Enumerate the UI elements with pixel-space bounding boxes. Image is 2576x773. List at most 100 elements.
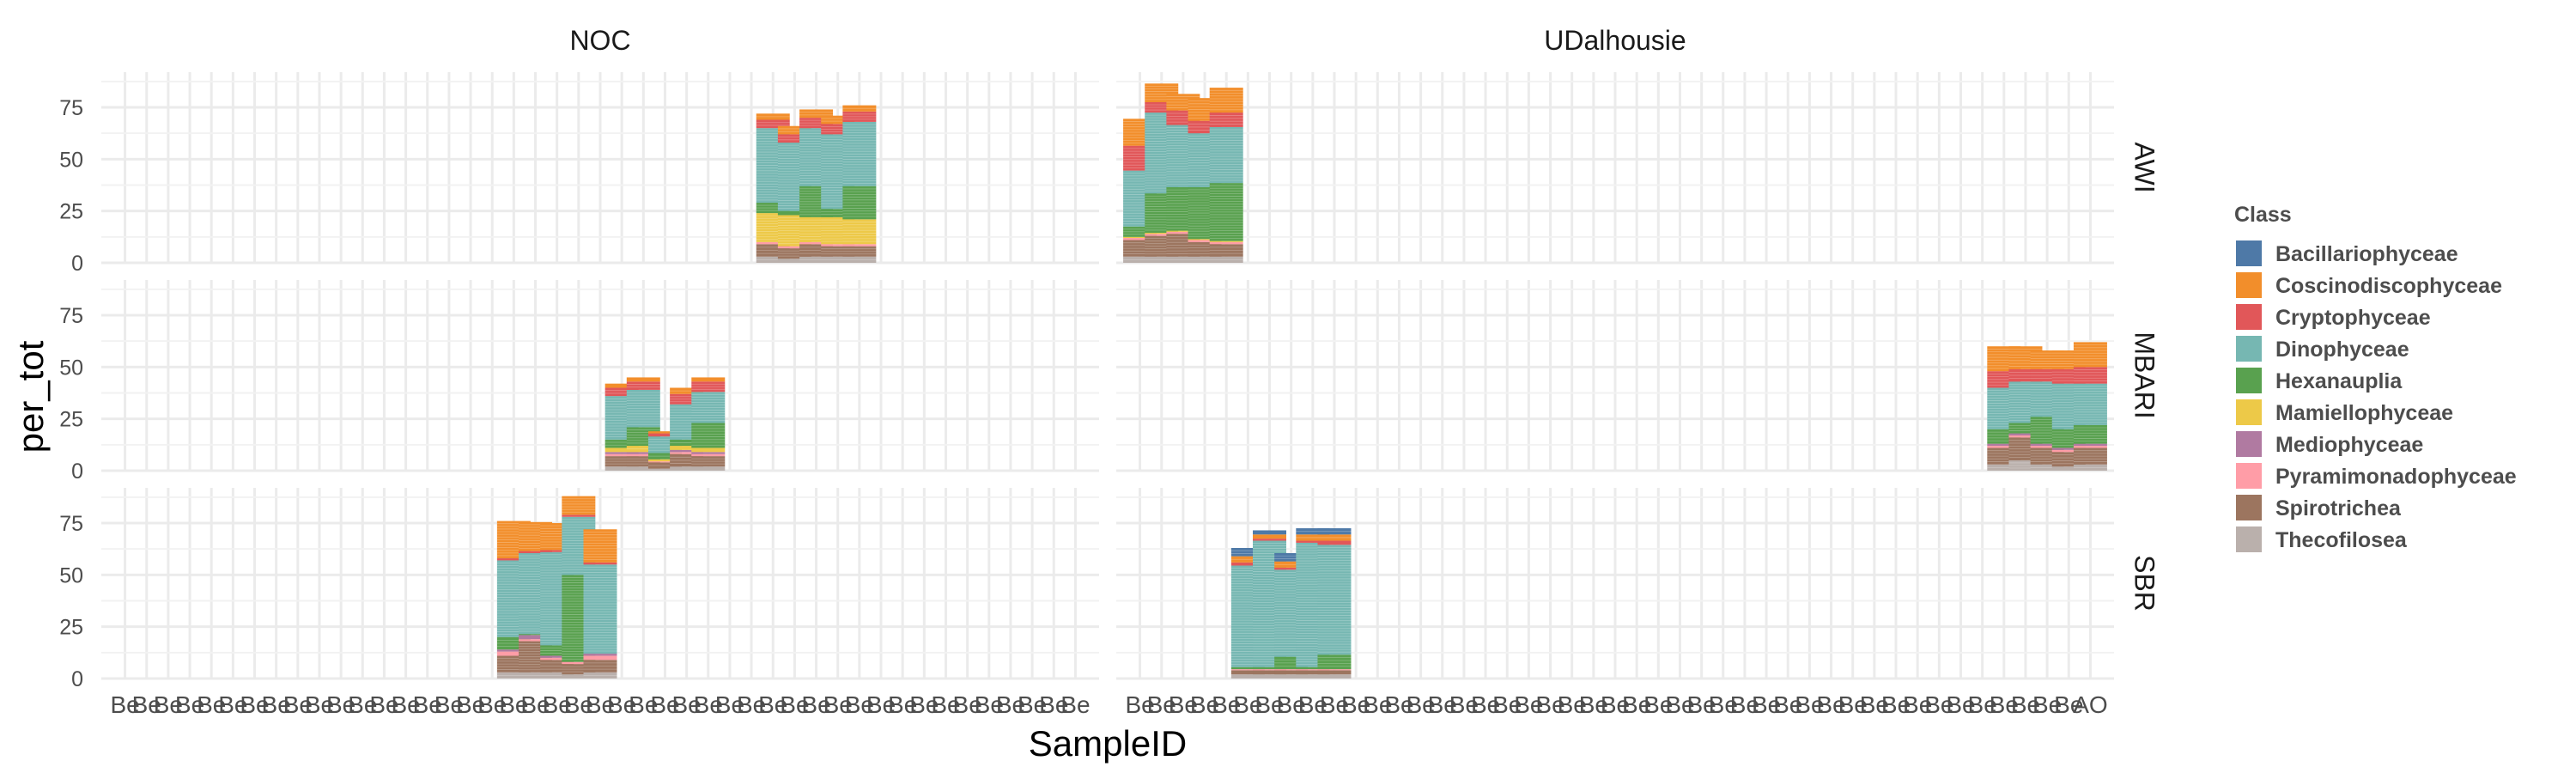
bar-segment-pyramimonadophyceae (1166, 231, 1200, 234)
legend-label: Cryptophyceae (2275, 306, 2431, 330)
bar-segment-coscinodiscophyceae (1317, 534, 1352, 541)
legend-entry-hexanauplia: Hexanauplia (2236, 368, 2403, 393)
legend-label: Pyramimonadophyceae (2275, 465, 2517, 489)
legend-label: Hexanauplia (2275, 369, 2403, 393)
bar-segment-mediophyceae (605, 452, 639, 454)
x-tick-label-noc: Be (110, 691, 139, 718)
x-tick-label-udalhousie: Be (1946, 691, 1975, 718)
bar-segment-mamiellophyceae (1209, 240, 1243, 242)
legend-label: Mediophyceae (2275, 433, 2423, 457)
bar-segment-coscinodiscophyceae (605, 383, 639, 388)
bar-segment-thecofilosea (821, 256, 855, 263)
x-tick-label-noc: Be (218, 691, 247, 718)
bar-segment-thecofilosea (1296, 674, 1330, 679)
bar-segment-thecofilosea (2030, 464, 2064, 471)
x-tick-label-udalhousie: Be (1449, 691, 1479, 718)
legend-swatch (2236, 304, 2262, 330)
bar-segment-thecofilosea (777, 259, 811, 263)
x-tick-label-udalhousie: Be (1341, 691, 1370, 718)
bar-segment-cryptophyceae (2073, 367, 2107, 384)
x-tick-label-udalhousie: Be (1601, 691, 1630, 718)
bar-segment-hexanauplia (647, 453, 682, 460)
bar-segment-hexanauplia (605, 439, 639, 448)
bar-segment-mamiellophyceae (1123, 236, 1157, 239)
legend-entry-coscinodiscophyceae: Coscinodiscophyceae (2236, 272, 2502, 298)
bar-segment-pyramimonadophyceae (519, 639, 553, 642)
x-tick-label-udalhousie: Be (1298, 691, 1327, 718)
bar-segment-mediophyceae (626, 452, 660, 454)
bar-segment-coscinodiscophyceae (1296, 534, 1330, 541)
x-tick-label-udalhousie: Be (2032, 691, 2062, 718)
x-tick-label-udalhousie: Be (1255, 691, 1284, 718)
bars-sbr-noc (496, 496, 617, 679)
bar-segment-hexanauplia (842, 186, 877, 220)
bar-segment-pyramimonadophyceae (605, 453, 639, 457)
bar-segment-pyramimonadophyceae (842, 244, 877, 247)
legend-label: Spirotrichea (2275, 496, 2402, 520)
bar-segment-coscinodiscophyceae (2073, 342, 2107, 368)
x-tick-label-udalhousie: Be (1125, 691, 1154, 718)
x-tick-label-noc: Be (564, 691, 593, 718)
bar-segment-dinophyceae (1209, 126, 1243, 184)
x-tick-label-noc: Be (888, 691, 917, 718)
bar-segment-cryptophyceae (1296, 540, 1330, 543)
bar-segment-spirotrichea (1253, 670, 1287, 675)
bar-segment-thecofilosea (1209, 256, 1243, 263)
x-tick-label-noc: Be (586, 691, 615, 718)
legend-entry-mediophyceae: Mediophyceae (2236, 431, 2423, 457)
x-tick-label-udalhousie: Be (1990, 691, 2019, 718)
x-tick-label-udalhousie: Be (1773, 691, 1802, 718)
x-tick-label-noc: Be (953, 691, 982, 718)
bar-segment-mediophyceae (691, 452, 726, 454)
bar-segment-cryptophyceae (1253, 539, 1287, 541)
bar-segment-coscinodiscophyceae (1274, 561, 1309, 568)
facet-strip-row-sbr: SBR (2129, 555, 2160, 612)
bar-segment-cryptophyceae (756, 119, 790, 129)
bar-segment-hexanauplia (1317, 654, 1352, 670)
bar-segment-spirotrichea (1274, 670, 1309, 675)
legend-label: Coscinodiscophyceae (2275, 274, 2502, 298)
bar-segment-coscinodiscophyceae (562, 496, 596, 515)
bar-segment-spirotrichea (583, 660, 617, 673)
bar-segment-bacillariophyceae (1296, 528, 1330, 535)
legend-label: Bacillariophyceae (2275, 242, 2458, 266)
bar-segment-mamiellophyceae (1188, 239, 1222, 240)
bars-awi-noc (756, 105, 877, 263)
bar-segment-thecofilosea (756, 256, 790, 263)
y-tick-label-mbari: 50 (59, 356, 83, 380)
bar-segment-thecofilosea (670, 466, 704, 471)
y-tick-label-awi: 75 (59, 96, 83, 120)
bar-segment-coscinodiscophyceae (842, 105, 877, 112)
y-tick-label-sbr: 50 (59, 563, 83, 587)
x-tick-label-udalhousie: Be (1622, 691, 1651, 718)
bar-segment-cryptophyceae (777, 134, 811, 143)
bar-segment-pyramimonadophyceae (496, 651, 531, 656)
x-tick-label-noc: Be (694, 691, 723, 718)
x-tick-label-udalhousie: Be (1212, 691, 1241, 718)
x-tick-label-noc: Be (369, 691, 398, 718)
bar-segment-coscinodiscophyceae (777, 125, 811, 135)
bar-segment-thecofilosea (1317, 674, 1352, 679)
x-tick-label-noc: Be (413, 691, 442, 718)
x-tick-label-udalhousie: Be (1795, 691, 1824, 718)
legend-title: Class (2234, 203, 2292, 227)
x-tick-label-noc: Be (975, 691, 1004, 718)
bar-segment-coscinodiscophyceae (670, 387, 704, 394)
x-tick-label-noc: Be (1018, 691, 1047, 718)
bar-segment-hexanauplia (1230, 666, 1265, 670)
y-axis-ticks: 0 25 50 75 0 25 50 75 0 25 50 75 (59, 96, 83, 691)
bar-segment-coscinodiscophyceae (626, 377, 660, 382)
bar-segment-dinophyceae (1317, 545, 1352, 655)
x-axis-ticks: BeBeBeBeBeBeBeBeBeBeBeBeBeBeBeBeBeBeBeBe… (110, 691, 2107, 718)
x-tick-label-noc: Be (348, 691, 377, 718)
bar-segment-mamiellophyceae (647, 459, 682, 462)
bar-segment-coscinodiscophyceae (1253, 534, 1287, 539)
bar-segment-thecofilosea (799, 256, 834, 263)
y-axis-title: per_tot (10, 340, 51, 453)
bar-segment-pyramimonadophyceae (1188, 240, 1222, 242)
bar-segment-thecofilosea (1253, 674, 1287, 679)
legend-entry-cryptophyceae: Cryptophyceae (2236, 304, 2431, 330)
bar-segment-spirotrichea (842, 246, 877, 257)
panel-mbari-noc (101, 280, 1099, 472)
